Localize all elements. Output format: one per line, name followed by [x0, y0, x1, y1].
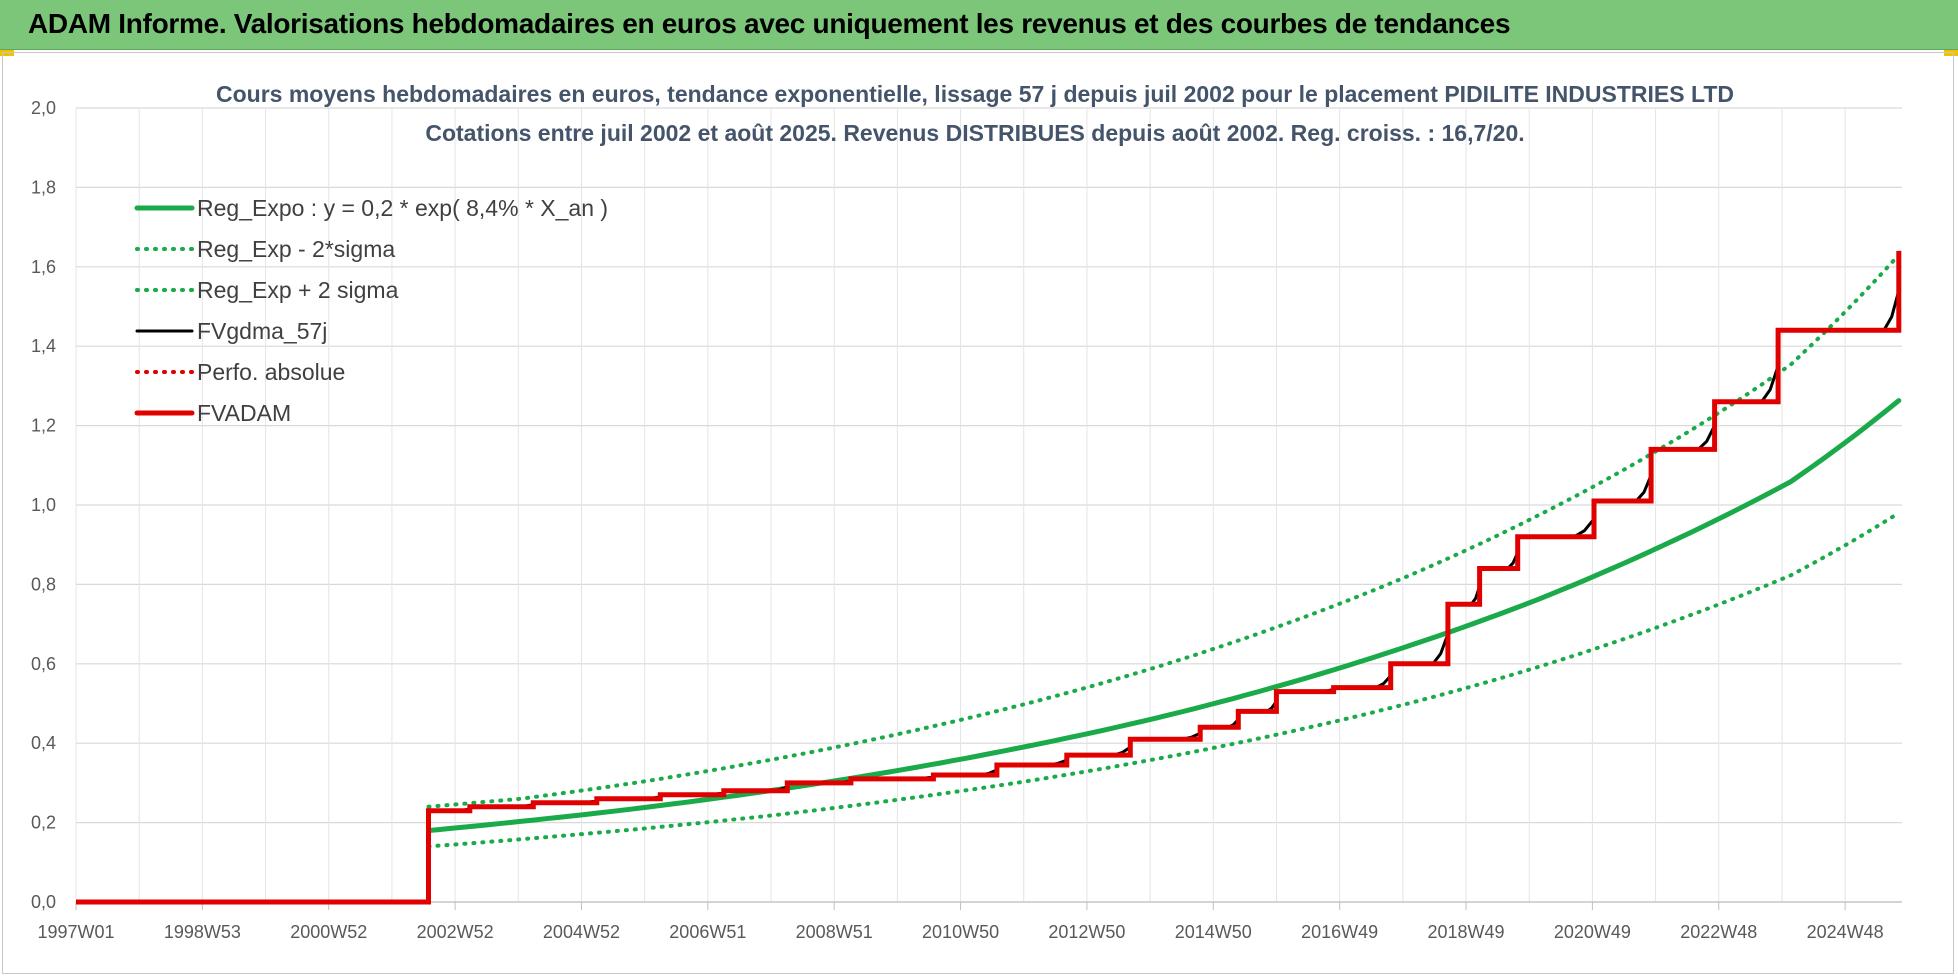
- x-tick-label: 2002W52: [417, 922, 494, 942]
- x-tick-label: 2018W49: [1428, 922, 1505, 942]
- x-tick-label: 2016W49: [1301, 922, 1378, 942]
- x-tick-label: 2020W49: [1554, 922, 1631, 942]
- y-tick-label: 2,0: [31, 98, 56, 118]
- reg-exp-minus-2sigma-line: [426, 510, 1901, 849]
- x-tick-label: 2000W52: [290, 922, 367, 942]
- x-tick-label: 1998W53: [164, 922, 241, 942]
- x-tick-label: 2014W50: [1175, 922, 1252, 942]
- reg-exp-plus-2sigma-line: [426, 252, 1901, 809]
- report-title: ADAM Informe. Valorisations hebdomadaire…: [28, 8, 1511, 39]
- y-tick-label: 0,6: [31, 654, 56, 674]
- y-tick-label: 0,0: [31, 892, 56, 912]
- x-tick-label: 2010W50: [922, 922, 999, 942]
- x-tick-label: 2008W51: [796, 922, 873, 942]
- legend-label: FVgdma_57j: [197, 318, 327, 344]
- x-tick-label: 2022W48: [1680, 922, 1757, 942]
- y-tick-label: 0,8: [31, 574, 56, 594]
- legend: Reg_Expo : y = 0,2 * exp( 8,4% * X_an ) R…: [134, 195, 608, 426]
- reg-expo-line: [426, 398, 1902, 833]
- y-tick-label: 0,4: [31, 733, 56, 753]
- fvadam-line: [76, 250, 1902, 905]
- chart-subtitle: Cours moyens hebdomadaires en euros, ten…: [216, 81, 1734, 146]
- y-tick-label: 1,2: [31, 416, 56, 436]
- x-tick-label: 2004W52: [543, 922, 620, 942]
- chart-title-line-2: Cotations entre juil 2002 et août 2025. …: [425, 120, 1524, 146]
- x-axis: 1997W01 1998W53 2000W52 2002W52 2004W52 2006W…: [37, 902, 1884, 942]
- legend-label: Reg_Exp - 2*sigma: [197, 236, 395, 262]
- legend-label: Perfo. absolue: [197, 359, 345, 385]
- x-tick-label: 2012W50: [1048, 922, 1125, 942]
- title-banner: ADAM Informe. Valorisations hebdomadaire…: [0, 0, 1958, 50]
- y-tick-label: 1,0: [31, 495, 56, 515]
- legend-label: Reg_Expo : y = 0,2 * exp( 8,4% * X_an ): [197, 195, 608, 221]
- y-tick-label: 1,4: [31, 336, 56, 356]
- legend-label: Reg_Exp + 2 sigma: [197, 277, 399, 303]
- chart-title-line-1: Cours moyens hebdomadaires en euros, ten…: [216, 81, 1734, 107]
- grid: [75, 107, 1902, 903]
- x-tick-label: 2024W48: [1807, 922, 1884, 942]
- series-layer: [76, 250, 1902, 905]
- fvgdma-57j-line: [76, 290, 1901, 904]
- y-axis: 0,0 0,2 0,4 0,6 0,8 1,0 1,2 1,4 1,6 1,8 2,0: [31, 98, 56, 912]
- corner-marker-right: [1944, 50, 1958, 56]
- x-tick-label: 2006W51: [669, 922, 746, 942]
- y-tick-label: 1,6: [31, 257, 56, 277]
- y-tick-label: 1,8: [31, 177, 56, 197]
- corner-marker-left: [0, 50, 14, 56]
- y-tick-label: 0,2: [31, 813, 56, 833]
- chart-frame: [2, 52, 1954, 974]
- legend-label: FVADAM: [197, 400, 291, 426]
- x-tick-label: 1997W01: [37, 922, 114, 942]
